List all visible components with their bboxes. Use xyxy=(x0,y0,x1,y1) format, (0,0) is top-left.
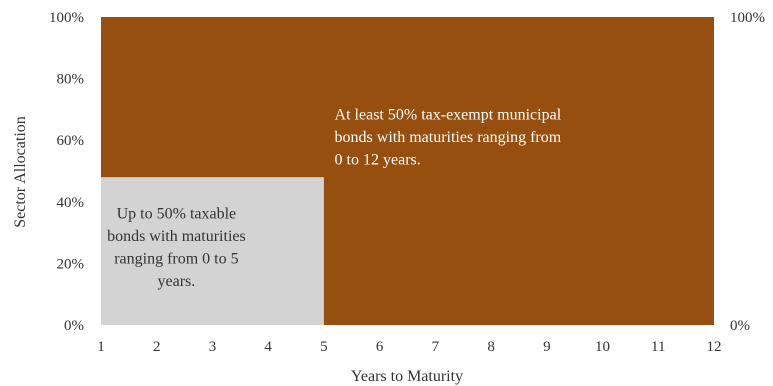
x-tick-label: 1 xyxy=(97,339,105,355)
x-tick-label: 5 xyxy=(320,339,328,355)
y2-tick-label: 100% xyxy=(730,10,765,26)
x-tick-label: 6 xyxy=(376,339,384,355)
region-label-line: 0 to 12 years. xyxy=(335,151,421,168)
region-label-line: At least 50% tax-exempt municipal xyxy=(335,106,562,123)
region-taxable xyxy=(101,177,324,325)
secondary-y-axis-ticks: 0% 100% xyxy=(730,10,765,334)
y2-tick-label: 0% xyxy=(730,318,750,334)
allocation-regions xyxy=(101,17,714,325)
y-axis-label: Sector Allocation xyxy=(12,116,29,228)
region-label-municipal: At least 50% tax-exempt municipal bonds w… xyxy=(335,106,562,168)
x-tick-label: 8 xyxy=(487,339,495,355)
y-tick-label: 20% xyxy=(57,256,85,272)
region-label-line: bonds with maturities xyxy=(107,228,246,245)
y-tick-label: 0% xyxy=(64,318,84,334)
region-label-line: years. xyxy=(158,273,196,290)
y-tick-label: 80% xyxy=(57,72,85,88)
region-label-line: ranging from 0 to 5 xyxy=(114,251,238,268)
y-tick-label: 40% xyxy=(57,195,85,211)
x-tick-label: 10 xyxy=(595,339,610,355)
x-tick-label: 4 xyxy=(264,339,272,355)
x-tick-label: 12 xyxy=(707,339,722,355)
y-tick-label: 60% xyxy=(57,133,85,149)
x-tick-label: 3 xyxy=(209,339,217,355)
region-label-line: Up to 50% taxable xyxy=(117,206,237,223)
region-label-line: bonds with maturities ranging from xyxy=(335,129,562,146)
x-tick-label: 11 xyxy=(651,339,665,355)
region-labels: At least 50% tax-exempt municipal bonds w… xyxy=(107,106,562,290)
x-tick-label: 7 xyxy=(432,339,440,355)
x-tick-label: 9 xyxy=(543,339,551,355)
x-axis-ticks: 1 2 3 4 5 6 7 8 9 10 11 12 xyxy=(97,339,721,355)
x-tick-label: 2 xyxy=(153,339,161,355)
y-axis-ticks: 0% 20% 40% 60% 80% 100% xyxy=(49,10,84,334)
x-axis-label: Years to Maturity xyxy=(351,368,463,385)
region-label-taxable: Up to 50% taxable bonds with maturities ra… xyxy=(107,206,246,290)
y-tick-label: 100% xyxy=(49,10,84,26)
